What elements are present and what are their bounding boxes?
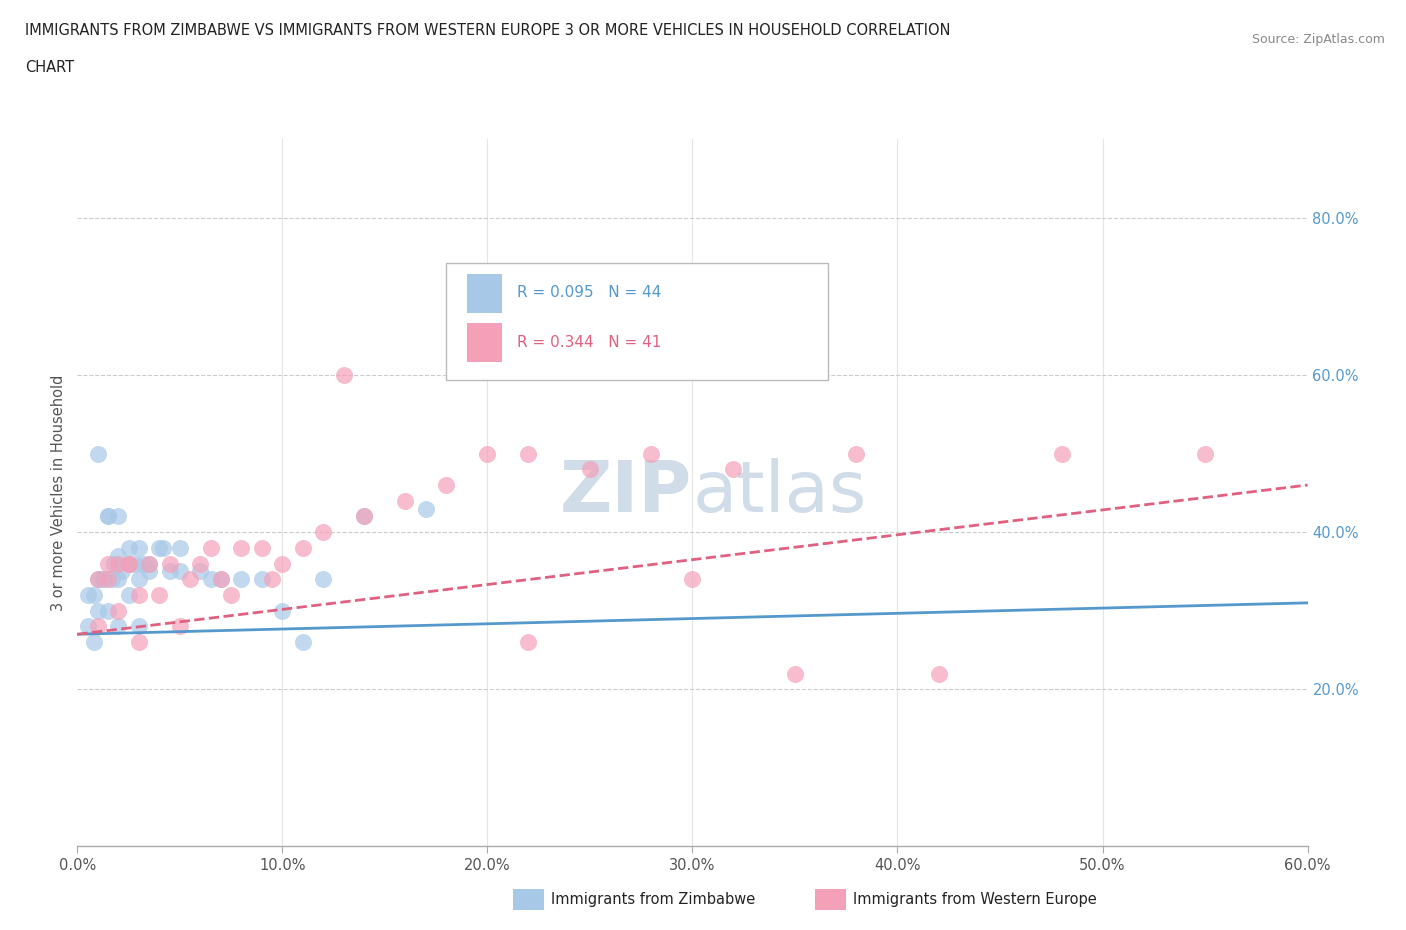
Point xyxy=(723,462,745,477)
Point xyxy=(579,462,602,477)
Point xyxy=(169,540,191,555)
Point xyxy=(87,619,110,634)
Point xyxy=(1050,446,1073,461)
Point xyxy=(262,572,284,587)
Point xyxy=(477,446,499,461)
Point xyxy=(138,556,160,571)
Text: R = 0.095   N = 44: R = 0.095 N = 44 xyxy=(516,286,661,300)
Text: ZIP: ZIP xyxy=(560,458,693,527)
Point xyxy=(231,572,253,587)
Point xyxy=(517,446,540,461)
Text: CHART: CHART xyxy=(25,60,75,75)
Point xyxy=(845,446,868,461)
Point xyxy=(128,572,150,587)
Point xyxy=(107,572,129,587)
Point xyxy=(117,556,139,571)
Text: IMMIGRANTS FROM ZIMBABWE VS IMMIGRANTS FROM WESTERN EUROPE 3 OR MORE VEHICLES IN: IMMIGRANTS FROM ZIMBABWE VS IMMIGRANTS F… xyxy=(25,23,950,38)
Point xyxy=(271,556,294,571)
Point xyxy=(83,588,105,603)
Point xyxy=(76,588,98,603)
Point xyxy=(117,556,139,571)
Point xyxy=(152,540,174,555)
Point xyxy=(111,564,134,578)
Point xyxy=(148,540,170,555)
Point xyxy=(97,604,120,618)
Point xyxy=(87,572,110,587)
Point xyxy=(87,446,110,461)
Point xyxy=(353,509,375,524)
Point xyxy=(128,634,150,649)
Point xyxy=(107,604,129,618)
Point xyxy=(159,564,181,578)
Point xyxy=(394,493,416,508)
Point xyxy=(250,572,273,587)
Point xyxy=(97,572,120,587)
Point xyxy=(97,509,120,524)
Text: R = 0.344   N = 41: R = 0.344 N = 41 xyxy=(516,335,661,350)
Point xyxy=(128,540,150,555)
Point xyxy=(928,666,950,681)
Point xyxy=(93,572,115,587)
Point xyxy=(90,572,114,587)
Point xyxy=(271,604,294,618)
Point xyxy=(107,549,129,564)
Point xyxy=(107,619,129,634)
Point xyxy=(169,564,191,578)
Point xyxy=(250,540,273,555)
FancyBboxPatch shape xyxy=(447,263,828,379)
Point xyxy=(117,556,139,571)
Point xyxy=(97,509,120,524)
Point xyxy=(415,501,437,516)
Bar xyxy=(467,273,502,312)
Text: Source: ZipAtlas.com: Source: ZipAtlas.com xyxy=(1251,33,1385,46)
Point xyxy=(219,588,242,603)
Point xyxy=(117,588,139,603)
Y-axis label: 3 or more Vehicles in Household: 3 or more Vehicles in Household xyxy=(51,375,66,611)
Point xyxy=(117,540,139,555)
Point xyxy=(312,572,335,587)
Point xyxy=(682,572,704,587)
Point xyxy=(179,572,201,587)
Point xyxy=(87,604,110,618)
Text: Immigrants from Western Europe: Immigrants from Western Europe xyxy=(853,892,1097,907)
Point xyxy=(128,588,150,603)
Point xyxy=(76,619,98,634)
Point xyxy=(83,634,105,649)
Point xyxy=(291,634,314,649)
Point xyxy=(124,556,146,571)
Point xyxy=(353,509,375,524)
Point xyxy=(200,572,222,587)
Point xyxy=(128,619,150,634)
Point xyxy=(783,666,806,681)
Point xyxy=(200,540,222,555)
Point xyxy=(291,540,314,555)
Point xyxy=(333,367,356,382)
Text: atlas: atlas xyxy=(693,458,868,527)
Point xyxy=(107,556,129,571)
Point xyxy=(231,540,253,555)
Point xyxy=(517,634,540,649)
Point xyxy=(169,619,191,634)
Point xyxy=(138,564,160,578)
Point xyxy=(97,556,120,571)
Point xyxy=(107,509,129,524)
Point xyxy=(87,572,110,587)
Text: Immigrants from Zimbabwe: Immigrants from Zimbabwe xyxy=(551,892,755,907)
Point xyxy=(159,556,181,571)
Point xyxy=(138,556,160,571)
Point xyxy=(101,572,124,587)
Point xyxy=(209,572,232,587)
Point xyxy=(312,525,335,539)
Point xyxy=(148,588,170,603)
Point xyxy=(640,446,662,461)
Point xyxy=(103,556,125,571)
Point xyxy=(188,556,212,571)
Point xyxy=(188,564,212,578)
Point xyxy=(209,572,232,587)
Point xyxy=(436,478,458,493)
Point xyxy=(132,556,155,571)
Bar xyxy=(467,324,502,362)
Point xyxy=(1194,446,1216,461)
